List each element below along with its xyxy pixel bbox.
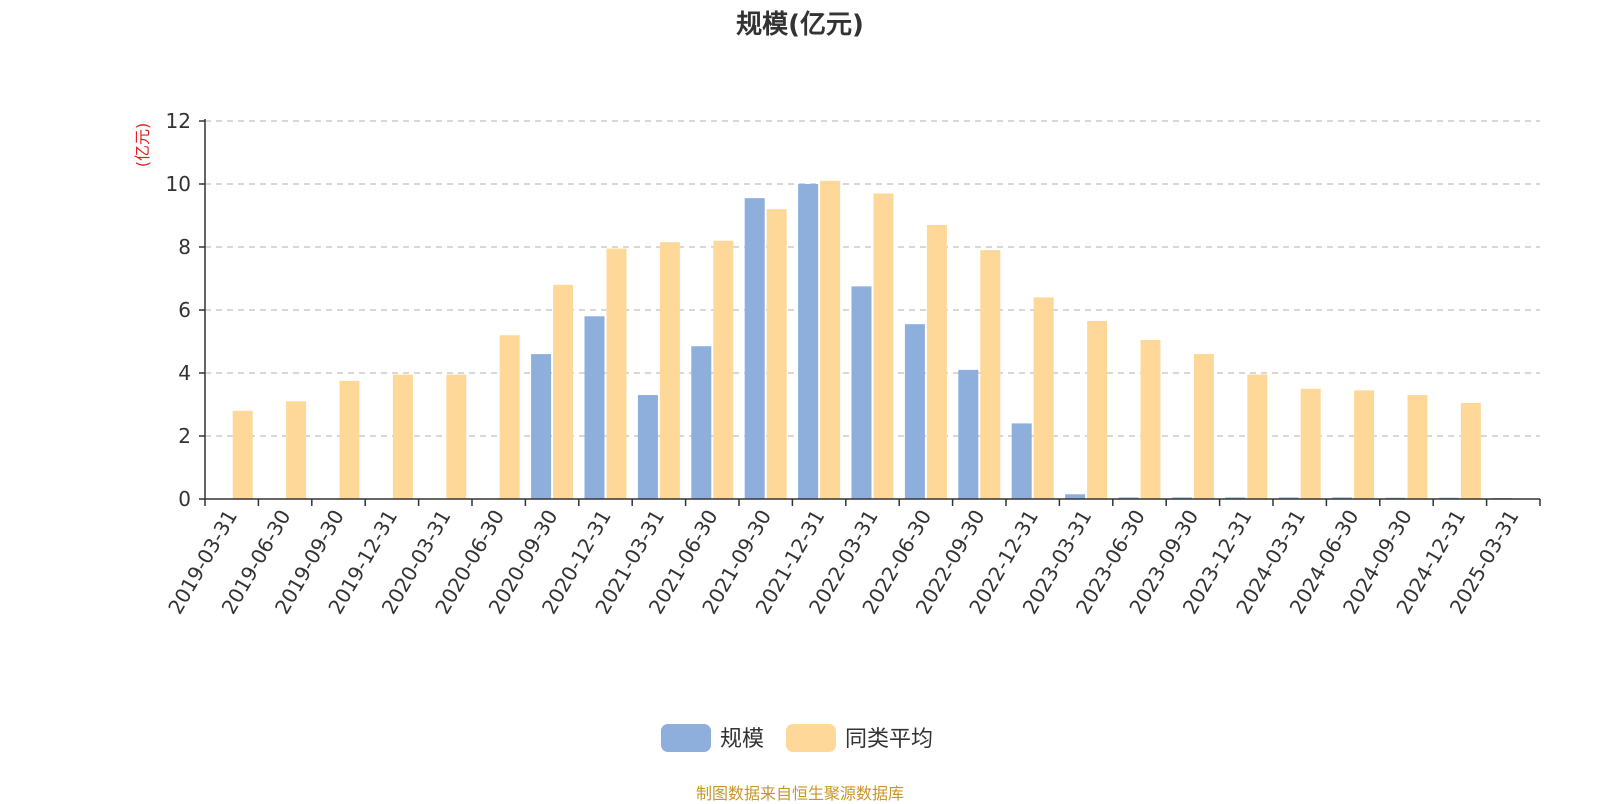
bar-peer-average (1193, 354, 1214, 499)
y-axis-label: (亿元) (133, 123, 152, 168)
legend-item-peer-average[interactable]: 同类平均 (786, 724, 933, 752)
bar-scale (904, 324, 925, 499)
bar-scale (531, 354, 552, 499)
bar-peer-average (232, 410, 253, 499)
bar-scale (798, 184, 819, 499)
legend-swatch (661, 724, 711, 752)
bar-peer-average (499, 335, 520, 499)
bar-peer-average (873, 193, 894, 499)
bar-scale (1011, 423, 1032, 499)
y-tick-label: 12 (166, 109, 191, 133)
y-tick-label: 6 (178, 298, 191, 322)
bar-peer-average (1247, 374, 1268, 499)
bar-peer-average (1354, 390, 1375, 499)
bar-peer-average (286, 401, 307, 499)
legend-label: 规模 (720, 727, 764, 752)
bar-peer-average (1407, 395, 1428, 499)
bar-peer-average (1087, 321, 1108, 499)
bar-peer-average (553, 284, 574, 499)
bar-scale (637, 395, 658, 499)
bar-scale (744, 198, 765, 500)
y-tick-label: 0 (178, 487, 191, 511)
bar-peer-average (926, 224, 947, 499)
bar-peer-average (659, 242, 680, 499)
y-tick-label: 4 (178, 361, 191, 385)
bar-peer-average (980, 250, 1001, 499)
bar-peer-average (392, 374, 413, 499)
bar-scale (584, 316, 605, 499)
bar-peer-average (1300, 388, 1321, 499)
bar-scale (958, 369, 979, 499)
bar-peer-average (1460, 402, 1481, 499)
bar-peer-average (606, 248, 627, 499)
bar-peer-average (446, 374, 467, 499)
bar-scale (1065, 494, 1086, 499)
bar-scale (851, 286, 872, 499)
bar-scale (1332, 497, 1353, 499)
source-note: 制图数据来自恒生聚源数据库 (695, 784, 904, 803)
legend-swatch (786, 724, 836, 752)
y-tick-label: 8 (178, 235, 191, 259)
bar-peer-average (820, 180, 841, 499)
bar-scale (691, 346, 712, 499)
bars (232, 180, 1513, 500)
bar-peer-average (1140, 339, 1161, 499)
grid-lines (205, 120, 1540, 437)
chart-title: 规模(亿元) (736, 10, 864, 40)
bar-peer-average (713, 240, 734, 499)
legend[interactable]: 规模 同类平均 (661, 724, 933, 752)
y-tick-label: 10 (166, 172, 191, 196)
bar-peer-average (766, 209, 787, 499)
legend-item-scale[interactable]: 规模 (661, 724, 764, 752)
bar-scale (1171, 497, 1192, 499)
bar-scale (1225, 497, 1246, 499)
bar-scale (1278, 497, 1299, 499)
bar-peer-average (1033, 297, 1054, 499)
bar-peer-average (339, 380, 360, 499)
bar-scale (1118, 497, 1139, 499)
y-tick-label: 2 (178, 424, 191, 448)
legend-label: 同类平均 (845, 727, 933, 752)
